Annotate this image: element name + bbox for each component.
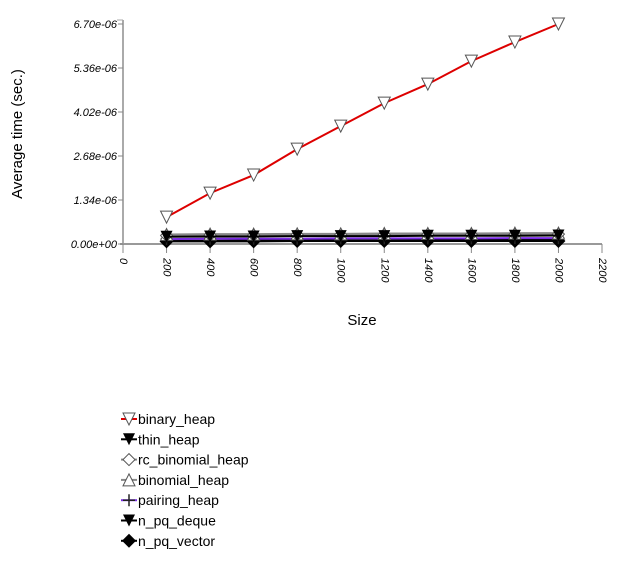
legend-label: binary_heap bbox=[138, 411, 215, 427]
legend-item-n_pq_vector: n_pq_vector bbox=[121, 533, 215, 549]
legend-label: rc_binomial_heap bbox=[138, 452, 249, 468]
legend-item-pairing_heap: pairing_heap bbox=[121, 492, 219, 508]
data-point bbox=[378, 97, 390, 109]
y-tick-label: 0.00e+00 bbox=[71, 239, 118, 251]
x-tick-label: 800 bbox=[291, 258, 303, 277]
data-point bbox=[335, 120, 347, 132]
data-point bbox=[509, 36, 521, 48]
series-binary_heap bbox=[161, 18, 565, 223]
x-tick-label: 2200 bbox=[596, 257, 608, 283]
y-tick-label: 4.02e-06 bbox=[74, 107, 118, 119]
legend-item-binary_heap: binary_heap bbox=[121, 411, 215, 427]
y-tick-label: 6.70e-06 bbox=[74, 19, 118, 31]
y-tick-label: 5.36e-06 bbox=[74, 63, 118, 75]
legend-item-binomial_heap: binomial_heap bbox=[121, 472, 229, 488]
x-tick-label: 0 bbox=[117, 258, 129, 265]
legend-label: thin_heap bbox=[138, 431, 200, 447]
legend-label: n_pq_vector bbox=[138, 533, 215, 549]
legend-marker bbox=[123, 454, 135, 466]
x-tick-label: 1000 bbox=[335, 258, 347, 283]
x-tick-label: 1400 bbox=[422, 258, 434, 283]
series-line bbox=[167, 24, 559, 217]
x-tick-label: 1200 bbox=[378, 258, 390, 283]
x-tick-label: 1600 bbox=[465, 258, 477, 283]
legend-item-n_pq_deque: n_pq_deque bbox=[121, 513, 216, 529]
data-point bbox=[204, 187, 216, 199]
y-axis-label: Average time (sec.) bbox=[9, 69, 26, 199]
data-point bbox=[248, 169, 260, 181]
x-tick-label: 400 bbox=[204, 258, 216, 277]
data-point bbox=[422, 78, 434, 90]
data-point bbox=[552, 18, 564, 30]
legend-marker bbox=[123, 494, 135, 506]
legend-label: n_pq_deque bbox=[138, 513, 216, 529]
x-tick-label: 2000 bbox=[552, 257, 564, 283]
data-point bbox=[161, 211, 173, 223]
x-tick-label: 1800 bbox=[509, 258, 521, 283]
data-point bbox=[465, 55, 477, 67]
legend-label: binomial_heap bbox=[138, 472, 229, 488]
series-line bbox=[167, 238, 559, 239]
legend-label: pairing_heap bbox=[138, 492, 219, 508]
legend-item-thin_heap: thin_heap bbox=[121, 431, 200, 447]
x-axis-label: Size bbox=[347, 312, 376, 329]
data-point bbox=[291, 143, 303, 155]
legend-marker bbox=[122, 534, 136, 548]
x-tick-label: 600 bbox=[248, 258, 260, 277]
x-tick-label: 200 bbox=[161, 257, 173, 277]
series-line bbox=[167, 235, 559, 236]
legend-item-rc_binomial_heap: rc_binomial_heap bbox=[121, 452, 249, 468]
y-tick-label: 2.68e-06 bbox=[73, 151, 118, 163]
series-line bbox=[167, 240, 559, 241]
y-tick-label: 1.34e-06 bbox=[74, 195, 118, 207]
